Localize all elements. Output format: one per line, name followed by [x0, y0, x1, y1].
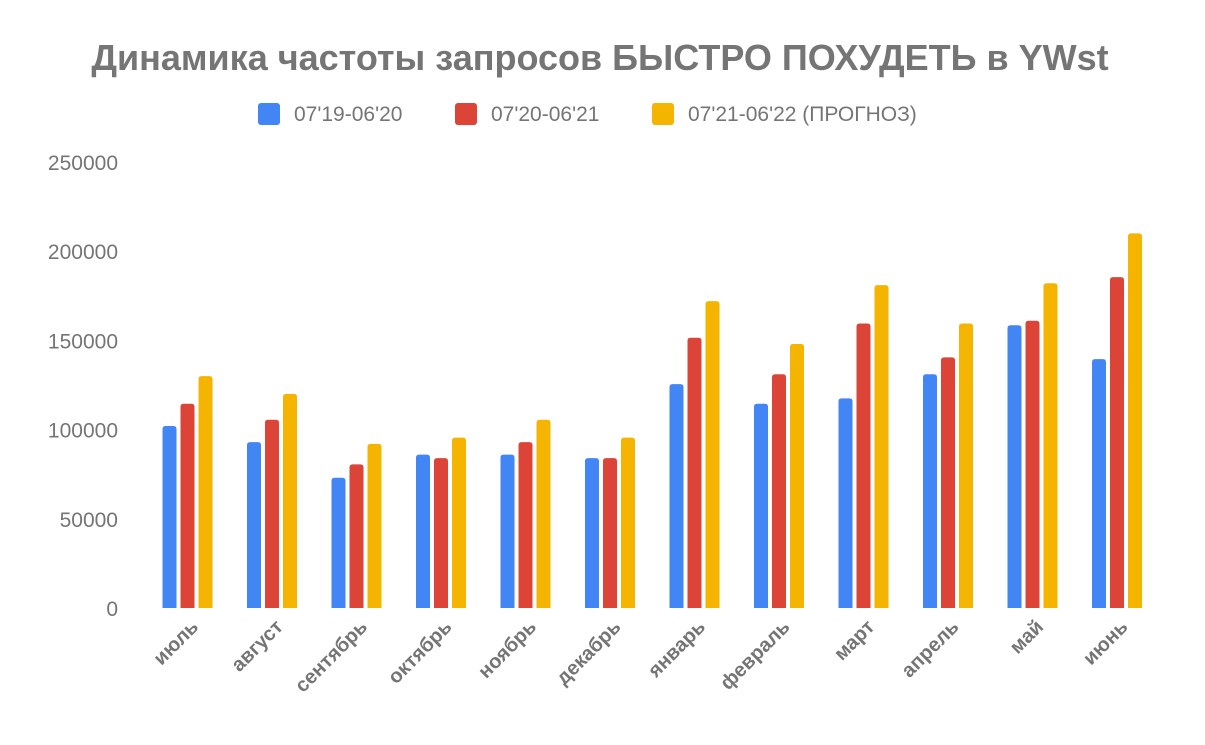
y-tick-label: 0 — [106, 598, 118, 621]
bar — [1043, 283, 1058, 608]
bar — [518, 442, 533, 608]
y-tick-label: 200000 — [48, 241, 118, 264]
bar — [603, 458, 617, 608]
bar — [772, 374, 786, 608]
x-tick-label: январь — [643, 616, 710, 683]
x-axis: июль август сентябрь октябрь ноябрь декабрь ян… — [149, 616, 1132, 697]
y-tick-label: 100000 — [48, 420, 118, 443]
legend-label: 07'20-06'21 — [491, 103, 599, 126]
bar — [331, 477, 346, 608]
bar — [621, 437, 635, 608]
bar — [838, 398, 853, 608]
x-tick-label: октябрь — [384, 616, 457, 689]
x-tick-label: август — [227, 616, 287, 676]
y-tick-label: 150000 — [48, 330, 118, 353]
legend-swatch — [258, 103, 280, 125]
legend-label: 07'21-06'22 (ПРОГНОЗ) — [688, 103, 917, 126]
bar — [790, 343, 804, 608]
bar — [162, 426, 177, 608]
x-tick-label: ноябрь — [474, 616, 541, 683]
bar — [265, 419, 279, 608]
bar — [416, 454, 430, 608]
bar — [434, 458, 448, 608]
bar — [367, 443, 382, 608]
legend-label: 07'19-06'20 — [294, 103, 402, 126]
x-tick-label: март — [830, 616, 879, 665]
bar — [856, 323, 871, 608]
bar — [687, 337, 702, 608]
bar — [1110, 277, 1124, 608]
bar — [874, 285, 889, 608]
legend: 07'19-06'20 07'20-06'21 07'21-06'22 (ПРОГН… — [258, 103, 917, 126]
x-tick-label: май — [1006, 616, 1048, 658]
bar — [283, 393, 297, 608]
bar — [198, 376, 213, 608]
bar — [536, 419, 551, 608]
x-tick-label: июль — [149, 616, 203, 670]
legend-swatch — [455, 103, 477, 125]
bar — [1092, 359, 1106, 608]
y-tick-label: 50000 — [60, 509, 118, 532]
bar — [247, 442, 261, 608]
bar — [349, 464, 364, 608]
bars — [162, 233, 1142, 609]
bar — [1025, 320, 1040, 608]
bar — [452, 437, 466, 608]
bar — [669, 384, 684, 608]
bar — [941, 357, 955, 608]
y-axis: 0 50000 100000 150000 200000 250000 — [48, 152, 118, 621]
x-tick-label: апрель — [897, 616, 963, 682]
x-tick-label: июнь — [1079, 616, 1133, 670]
legend-swatch — [652, 103, 674, 125]
x-tick-label: декабрь — [552, 616, 625, 689]
x-tick-label: сентябрь — [291, 616, 372, 697]
bar — [923, 374, 937, 608]
chart-title: Динамика частоты запросов БЫСТРО ПОХУДЕТ… — [91, 37, 1108, 78]
bar — [959, 323, 973, 608]
y-tick-label: 250000 — [48, 152, 118, 175]
bar — [180, 403, 195, 608]
bar — [1128, 233, 1142, 609]
x-tick-label: февраль — [716, 616, 794, 694]
bar — [585, 458, 599, 608]
bar — [1007, 325, 1022, 608]
bar — [500, 454, 515, 608]
bar — [754, 403, 768, 608]
bar — [705, 301, 720, 608]
